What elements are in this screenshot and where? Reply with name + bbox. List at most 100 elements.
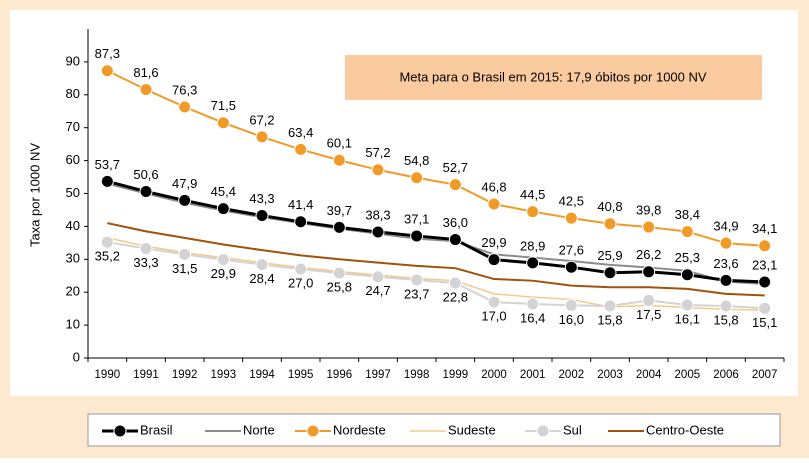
- x-tick-label: 1994: [249, 369, 275, 381]
- data-label: 15,1: [752, 315, 777, 330]
- marker: [680, 225, 694, 239]
- data-label: 57,2: [365, 145, 390, 160]
- data-label: 23,1: [752, 257, 777, 272]
- data-label: 45,4: [211, 184, 236, 199]
- data-label: 81,6: [133, 65, 158, 80]
- data-label: 40,8: [597, 199, 622, 214]
- data-label: 28,4: [249, 271, 274, 286]
- x-tick-label: 1990: [95, 369, 121, 381]
- marker: [139, 185, 153, 199]
- y-tick-label: 20: [66, 284, 80, 299]
- marker: [758, 275, 772, 289]
- y-tick-label: 80: [66, 86, 80, 101]
- data-label: 15,8: [713, 312, 738, 327]
- y-tick-label: 0: [73, 349, 80, 364]
- data-label: 27,6: [559, 243, 584, 258]
- marker: [178, 193, 192, 207]
- marker: [603, 299, 617, 313]
- data-label: 17,5: [636, 307, 661, 322]
- data-label: 35,2: [95, 249, 120, 264]
- data-label: 63,4: [288, 125, 313, 140]
- data-label: 54,8: [404, 153, 429, 168]
- series-line: [107, 237, 765, 312]
- data-label: 46,8: [481, 179, 506, 194]
- data-label: 34,1: [752, 221, 777, 236]
- x-tick-label: 2001: [520, 369, 546, 381]
- legend-marker: [536, 424, 550, 438]
- y-tick-label: 70: [66, 119, 80, 134]
- marker: [758, 301, 772, 315]
- marker: [410, 171, 424, 185]
- marker: [139, 241, 153, 255]
- legend-marker: [306, 424, 320, 438]
- data-label: 60,1: [327, 136, 352, 151]
- marker: [255, 130, 269, 144]
- x-tick-label: 1997: [365, 369, 391, 381]
- data-label: 28,9: [520, 238, 545, 253]
- x-tick-label: 2006: [713, 369, 739, 381]
- marker: [100, 174, 114, 188]
- marker: [448, 233, 462, 247]
- marker: [371, 270, 385, 284]
- marker: [603, 217, 617, 231]
- annotation-box: [345, 55, 762, 100]
- marker: [487, 253, 501, 267]
- data-label: 87,3: [95, 46, 120, 61]
- data-label: 24,7: [365, 283, 390, 298]
- y-tick-label: 10: [66, 317, 80, 332]
- data-label: 27,0: [288, 276, 313, 291]
- data-label: 39,7: [327, 203, 352, 218]
- marker: [216, 253, 230, 267]
- marker: [448, 178, 462, 192]
- marker: [216, 202, 230, 216]
- marker: [255, 209, 269, 223]
- legend-box: [87, 413, 781, 447]
- x-tick-label: 1998: [404, 369, 430, 381]
- marker: [487, 197, 501, 211]
- x-tick-label: 1991: [133, 369, 159, 381]
- x-tick-label: 1999: [443, 369, 469, 381]
- marker: [758, 239, 772, 253]
- legend-marker: [113, 424, 127, 438]
- y-tick-label: 90: [66, 53, 80, 68]
- marker: [410, 273, 424, 287]
- data-label: 25,8: [327, 280, 352, 295]
- marker: [680, 268, 694, 282]
- y-tick-label: 30: [66, 251, 80, 266]
- marker: [719, 299, 733, 313]
- marker: [294, 215, 308, 229]
- marker: [100, 235, 114, 249]
- data-label: 25,3: [675, 250, 700, 265]
- data-label: 25,9: [597, 248, 622, 263]
- marker: [294, 142, 308, 156]
- x-tick-label: 2002: [559, 369, 585, 381]
- data-label: 50,6: [133, 167, 158, 182]
- data-label: 17,0: [481, 309, 506, 324]
- marker: [719, 273, 733, 287]
- legend-label: Nordeste: [333, 422, 386, 437]
- marker: [332, 220, 346, 234]
- marker: [526, 297, 540, 311]
- data-label: 41,4: [288, 197, 313, 212]
- marker: [410, 229, 424, 243]
- x-tick-label: 2005: [675, 369, 701, 381]
- legend-label: Sudeste: [448, 422, 496, 437]
- data-label: 33,3: [133, 255, 158, 270]
- data-label: 38,4: [675, 207, 700, 222]
- marker: [178, 100, 192, 114]
- marker: [371, 225, 385, 239]
- x-tick-label: 2003: [597, 369, 623, 381]
- y-tick-label: 50: [66, 185, 80, 200]
- x-tick-label: 2007: [752, 369, 778, 381]
- data-label: 16,4: [520, 310, 545, 325]
- marker: [642, 220, 656, 234]
- marker: [487, 295, 501, 309]
- marker: [255, 258, 269, 272]
- x-tick-label: 2004: [636, 369, 662, 381]
- data-label: 23,7: [404, 286, 429, 301]
- data-label: 16,1: [675, 311, 700, 326]
- legend-label: Sul: [563, 422, 582, 437]
- x-tick-label: 1993: [211, 369, 237, 381]
- x-tick-label: 2000: [481, 369, 507, 381]
